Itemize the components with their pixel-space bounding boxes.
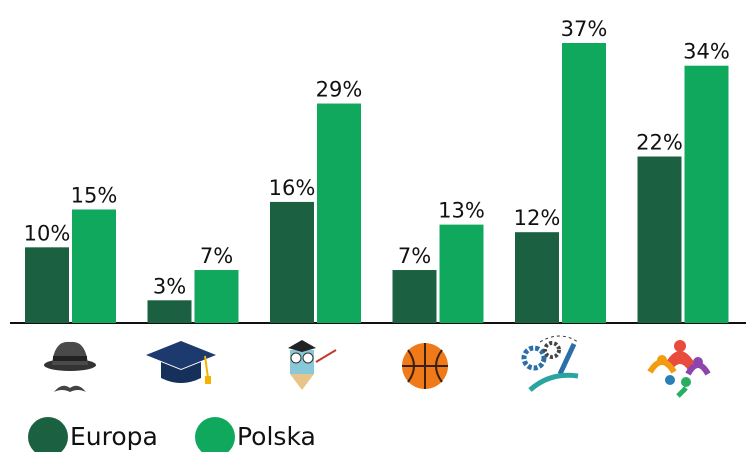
bar [515, 232, 559, 323]
data-label: 15% [71, 183, 118, 207]
bar [562, 43, 606, 323]
data-label: 10% [24, 221, 71, 245]
bar [439, 224, 484, 323]
bar [317, 103, 361, 323]
data-label: 29% [316, 78, 363, 102]
data-label: 7% [200, 244, 233, 268]
data-label: 16% [269, 176, 316, 200]
bar [72, 209, 116, 323]
icon-graduation-cap [146, 341, 216, 384]
legend-label: Polska [237, 422, 316, 451]
data-label: 13% [438, 199, 485, 223]
legend-swatch [195, 417, 235, 452]
bar [147, 300, 192, 323]
legend-label: Europa [70, 422, 158, 451]
bar [637, 156, 682, 323]
data-label: 12% [514, 206, 561, 230]
legend-swatch [28, 417, 68, 452]
data-label: 34% [683, 40, 730, 64]
bar [25, 247, 69, 323]
icon-hat [44, 341, 96, 392]
icons [44, 335, 711, 398]
icon-gears [521, 335, 579, 392]
bar [684, 65, 729, 324]
icon-basketball [402, 343, 448, 389]
bar [392, 270, 437, 323]
data-label: 37% [561, 17, 608, 41]
bar [270, 201, 314, 323]
data-label: 3% [153, 274, 186, 298]
data-label: 22% [636, 131, 683, 155]
data-label: 7% [398, 244, 431, 268]
bar [194, 270, 239, 323]
icon-pencil [288, 340, 337, 390]
icon-people [647, 340, 711, 398]
